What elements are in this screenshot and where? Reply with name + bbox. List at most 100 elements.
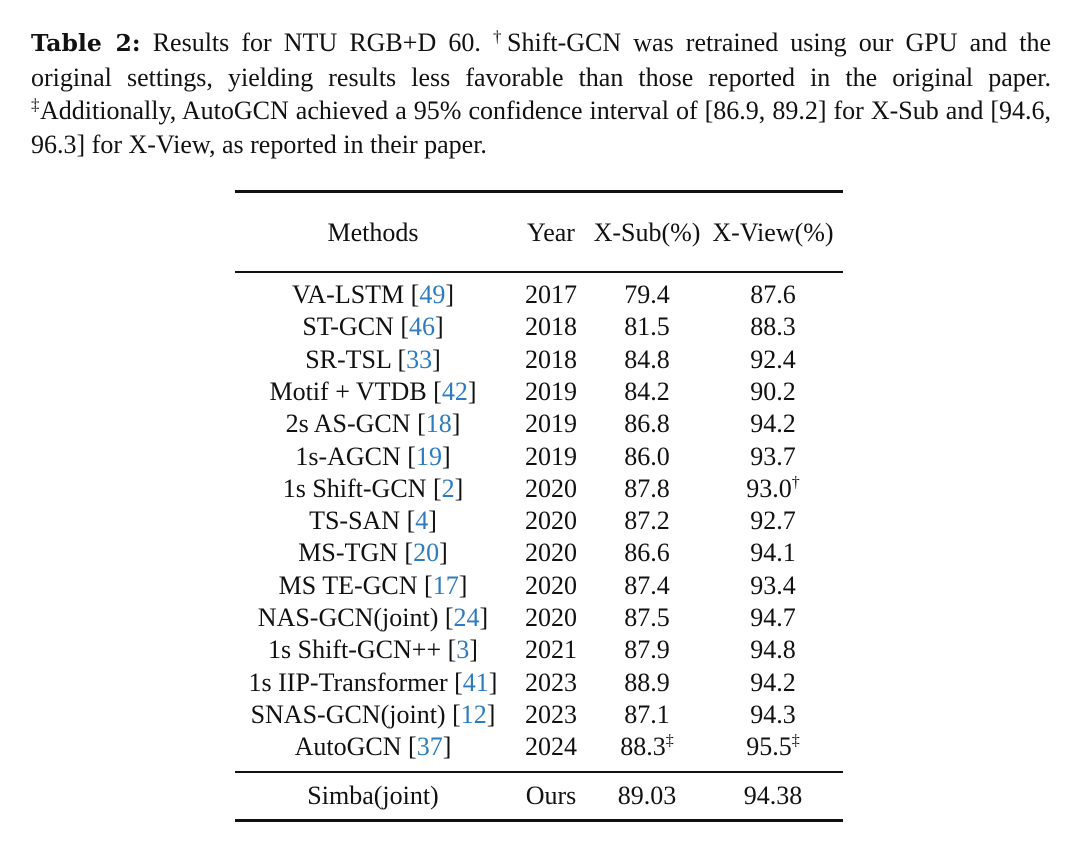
header-rule <box>235 271 843 273</box>
row-xview: 93.4 <box>703 570 843 602</box>
citation-link[interactable]: 17 <box>432 570 459 600</box>
method-name: MS TE-GCN <box>278 570 418 600</box>
xsub-value: 79.4 <box>624 280 670 309</box>
xsub-value: 88.9 <box>624 667 670 697</box>
top-rule <box>235 190 843 193</box>
xview-value: 94.2 <box>750 667 796 697</box>
header-xsub: X-Sub(%) <box>593 218 701 247</box>
row-year: 2023 <box>525 699 577 729</box>
table-row: AutoGCN [37] 2024 88.3‡ 95.5‡ <box>235 731 843 763</box>
method-name: 1s Shift-GCN <box>282 473 427 503</box>
row-year: 2018 <box>525 312 577 342</box>
citation-link[interactable]: 18 <box>425 409 452 439</box>
citation-link[interactable]: 24 <box>453 603 480 632</box>
citation-link[interactable]: 37 <box>416 732 443 762</box>
row-method: NAS-GCN(joint) [24] <box>257 603 489 632</box>
citation-link[interactable]: 41 <box>462 667 489 697</box>
citation-link[interactable]: 12 <box>460 699 487 729</box>
xsub-value: 86.0 <box>624 441 670 471</box>
row-xsub: 87.2 <box>591 505 703 537</box>
table-row: NAS-GCN(joint) [24] 2020 87.5 94.7 <box>235 602 843 634</box>
method-name: SNAS-GCN(joint) <box>250 699 446 729</box>
method-name: SR-TSL <box>305 344 391 374</box>
row-xsub: 79.4 <box>591 279 703 311</box>
row-xsub: 84.2 <box>591 376 703 408</box>
xview-value: 90.2 <box>750 376 796 406</box>
xview-value: 87.6 <box>750 280 796 309</box>
bottom-rule <box>235 819 843 822</box>
row-year: 2021 <box>525 635 577 665</box>
row-xview: 95.5‡ <box>703 731 843 763</box>
xsub-value: 86.6 <box>624 538 670 568</box>
citation-link[interactable]: 3 <box>456 635 470 665</box>
xsub-footnote-mark: ‡ <box>665 732 674 750</box>
citation-link[interactable]: 19 <box>415 441 442 471</box>
xview-value: 94.2 <box>750 409 796 439</box>
caption-double-dagger-mark: ‡ <box>31 95 41 114</box>
row-xview: 94.3 <box>703 699 843 731</box>
xview-value: 88.3 <box>750 312 796 342</box>
row-method: 1s IIP-Transformer [41] <box>248 667 498 697</box>
ours-xsub: 89.03 <box>617 781 677 810</box>
xview-value: 94.7 <box>750 603 796 632</box>
row-method: ST-GCN [46] <box>302 312 444 342</box>
row-xsub: 87.4 <box>591 570 703 602</box>
citation-link[interactable]: 42 <box>441 376 468 406</box>
table-row: TS-SAN [4] 2020 87.2 92.7 <box>235 505 843 537</box>
method-name: 1s Shift-GCN++ <box>268 635 442 665</box>
row-method: VA-LSTM [49] <box>291 280 455 309</box>
caption-text-2: Shift-GCN was retrained using our GPU an… <box>31 28 1052 92</box>
row-method: 1s Shift-GCN++ [3] <box>268 635 478 665</box>
method-name: NAS-GCN(joint) <box>257 603 439 632</box>
row-method: 1s Shift-GCN [2] <box>282 473 464 503</box>
ours-rule <box>235 771 843 773</box>
method-name: 1s-AGCN <box>295 441 401 471</box>
xview-value: 94.8 <box>750 635 796 665</box>
table-row: 2s AS-GCN [18] 2019 86.8 94.2 <box>235 408 843 440</box>
xsub-value: 87.8 <box>624 473 670 503</box>
row-year: 2023 <box>525 667 577 697</box>
caption-text-3: Additionally, AutoGCN achieved a 95% con… <box>31 96 1052 159</box>
xview-value: 92.7 <box>750 506 796 536</box>
xsub-value: 84.8 <box>624 344 670 374</box>
method-name: 1s IIP-Transformer <box>248 667 448 697</box>
row-xview: 92.7 <box>703 505 843 537</box>
citation-link[interactable]: 2 <box>441 473 455 503</box>
xsub-value: 87.2 <box>624 506 670 536</box>
row-method: 2s AS-GCN [18] <box>285 409 461 439</box>
xsub-value: 87.4 <box>624 570 670 600</box>
row-year: 2020 <box>525 603 577 632</box>
row-xview: 93.0† <box>703 473 843 505</box>
header-year: Year <box>527 218 575 247</box>
citation-link[interactable]: 20 <box>413 538 440 568</box>
table-row: 1s-AGCN [19] 2019 86.0 93.7 <box>235 441 843 473</box>
xview-value: 94.1 <box>750 538 796 568</box>
table-row: SNAS-GCN(joint) [12] 2023 87.1 94.3 <box>235 699 843 731</box>
row-xsub: 87.5 <box>591 602 703 634</box>
row-xsub: 81.5 <box>591 311 703 343</box>
citation-link[interactable]: 33 <box>406 344 433 374</box>
citation-link[interactable]: 49 <box>419 280 446 309</box>
row-xsub: 86.0 <box>591 441 703 473</box>
row-method: Motif + VTDB [42] <box>269 376 477 406</box>
row-method: AutoGCN [37] <box>294 732 452 762</box>
row-xsub: 87.9 <box>591 634 703 666</box>
row-xview: 90.2 <box>703 376 843 408</box>
row-year: 2018 <box>525 344 577 374</box>
citation-link[interactable]: 4 <box>415 506 429 536</box>
row-xview: 94.1 <box>703 537 843 569</box>
method-name: Motif + VTDB <box>269 376 427 406</box>
header-row: Methods Year X-Sub(%) X-View(%) <box>235 217 843 249</box>
method-name: TS-SAN <box>309 506 401 536</box>
row-xsub: 87.1 <box>591 699 703 731</box>
table-row: VA-LSTM [49] 2017 79.4 87.6 <box>235 279 843 311</box>
row-xview: 94.2 <box>703 408 843 440</box>
caption-text-1: Results for NTU RGB+D 60. <box>140 28 493 57</box>
xsub-value: 87.1 <box>624 699 670 729</box>
row-xview: 93.7 <box>703 441 843 473</box>
xsub-value: 88.3 <box>620 732 666 762</box>
table-row: 1s IIP-Transformer [41] 2023 88.9 94.2 <box>235 667 843 699</box>
table-row: MS TE-GCN [17] 2020 87.4 93.4 <box>235 570 843 602</box>
citation-link[interactable]: 46 <box>409 312 435 342</box>
row-xview: 94.8 <box>703 634 843 666</box>
